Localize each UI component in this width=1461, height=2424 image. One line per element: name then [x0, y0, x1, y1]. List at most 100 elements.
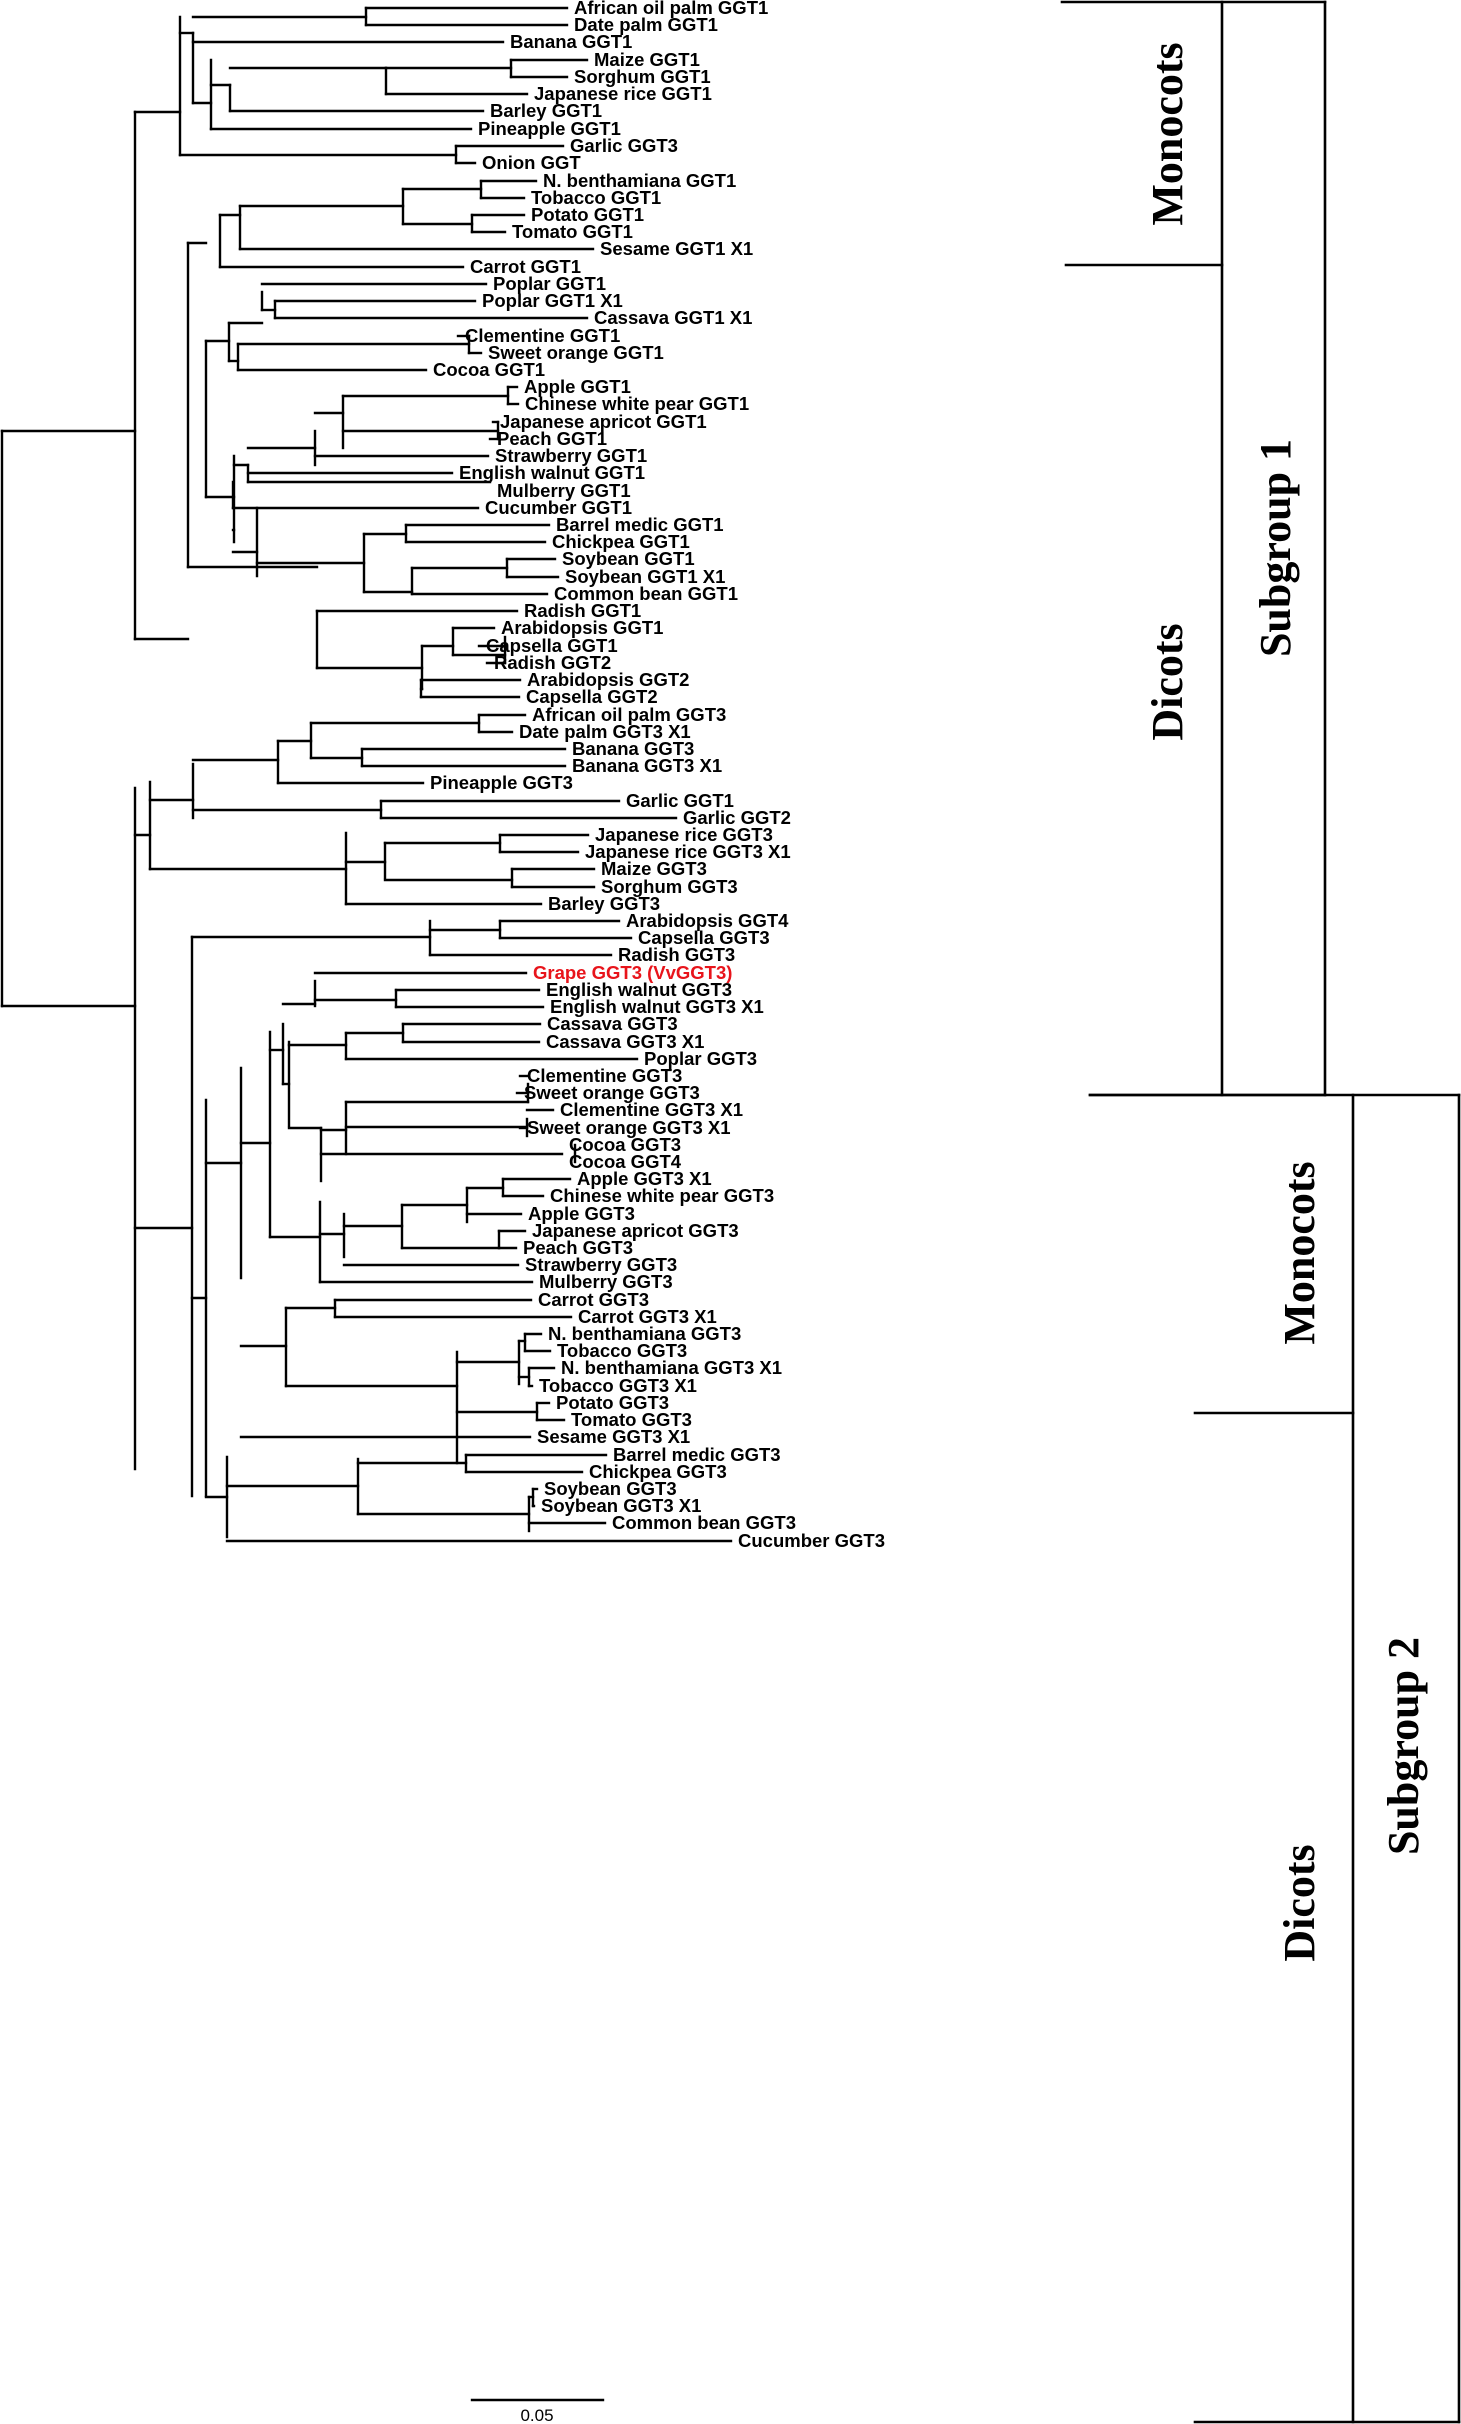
- leaf-label: Chickpea GGT3: [589, 1461, 727, 1482]
- leaf-label: Carrot GGT3: [538, 1289, 649, 1310]
- leaf-label: Clementine GGT3 X1: [560, 1099, 743, 1120]
- leaf-label: Capsella GGT3: [638, 927, 770, 948]
- sub1-dicots-label: Dicots: [1143, 623, 1192, 740]
- leaf-label: Maize GGT3: [601, 858, 707, 879]
- leaf-label: N. benthamiana GGT3: [548, 1323, 741, 1344]
- leaf-label: Garlic GGT2: [683, 807, 791, 828]
- subgroup2-label: Subgroup 2: [1379, 1637, 1428, 1855]
- leaf-label: Date palm GGT1: [574, 14, 718, 35]
- leaf-label: Soybean GGT1 X1: [565, 566, 725, 587]
- leaf-label: Tobacco GGT3 X1: [539, 1375, 697, 1396]
- leaf-label: Chickpea GGT1: [552, 531, 690, 552]
- leaf-label: Pineapple GGT1: [478, 118, 621, 139]
- leaf-label: Arabidopsis GGT2: [527, 669, 689, 690]
- leaf-label: Cucumber GGT1: [485, 497, 632, 518]
- leaf-label: Mulberry GGT3: [539, 1271, 673, 1292]
- leaf-label: Banana GGT3: [572, 738, 694, 759]
- leaf-label: Sweet orange GGT3: [524, 1082, 700, 1103]
- leaf-label: Pineapple GGT3: [430, 772, 573, 793]
- leaf-label: Poplar GGT3: [644, 1048, 757, 1069]
- leaf-label: Tomato GGT3: [571, 1409, 692, 1430]
- scale-bar: 0.05: [470, 2398, 605, 2424]
- leaf-label: Peach GGT3: [523, 1237, 633, 1258]
- leaf-label: Arabidopsis GGT1: [501, 617, 663, 638]
- scale-bar-label: 0.05: [520, 2406, 553, 2424]
- leaf-label: Cucumber GGT3: [738, 1530, 885, 1551]
- leaf-label: Poplar GGT1: [493, 273, 606, 294]
- leaf-label: Apple GGT1: [524, 376, 631, 397]
- leaf-label: Soybean GGT1: [562, 548, 695, 569]
- leaf-label: Apple GGT3 X1: [577, 1168, 712, 1189]
- leaf-label: Sweet orange GGT1: [488, 342, 664, 363]
- leaf-label: Tobacco GGT3: [557, 1340, 687, 1361]
- leaf-label: Radish GGT1: [524, 600, 641, 621]
- leaf-label: Carrot GGT1: [470, 256, 581, 277]
- leaf-label: Capsella GGT1: [486, 635, 618, 656]
- leaf-label: Barley GGT1: [490, 100, 602, 121]
- leaf-label: Soybean GGT3 X1: [541, 1495, 701, 1516]
- leaf-label: Maize GGT1: [594, 49, 700, 70]
- leaf-label: N. benthamiana GGT3 X1: [561, 1357, 782, 1378]
- leaf-label: Japanese rice GGT3: [595, 824, 773, 845]
- leaf-label: Barrel medic GGT1: [556, 514, 724, 535]
- leaf-label: Sesame GGT3 X1: [537, 1426, 690, 1447]
- leaf-label: Sweet orange GGT3 X1: [527, 1117, 731, 1138]
- group-labels: Monocots Dicots Subgroup 1 Monocots Dico…: [1143, 42, 1428, 1961]
- leaf-label: Soybean GGT3: [544, 1478, 677, 1499]
- leaf-label: Potato GGT3: [556, 1392, 669, 1413]
- leaf-label: Garlic GGT1: [626, 790, 734, 811]
- leaf-label: Japanese apricot GGT3: [532, 1220, 739, 1241]
- subgroup1-label: Subgroup 1: [1251, 439, 1300, 657]
- leaf-label: Common bean GGT3: [612, 1512, 796, 1533]
- leaf-label: Sesame GGT1 X1: [600, 238, 753, 259]
- leaf-label: N. benthamiana GGT1: [543, 170, 736, 191]
- leaf-label: Peach GGT1: [497, 428, 607, 449]
- leaf-label: Carrot GGT3 X1: [578, 1306, 717, 1327]
- leaf-label: Cocoa GGT1: [433, 359, 545, 380]
- leaf-label: Capsella GGT2: [526, 686, 658, 707]
- leaf-label: Tomato GGT1: [512, 221, 633, 242]
- leaf-label: Common bean GGT1: [554, 583, 738, 604]
- leaf-label: Radish GGT2: [494, 652, 611, 673]
- leaf-label: Banana GGT1: [510, 31, 632, 52]
- leaf-label: African oil palm GGT1: [574, 0, 768, 18]
- leaf-label: Cocoa GGT4: [569, 1151, 682, 1172]
- leaf-label: English walnut GGT3: [546, 979, 732, 1000]
- leaf-label: Sorghum GGT1: [574, 66, 711, 87]
- leaf-label: Cassava GGT3 X1: [546, 1031, 704, 1052]
- leaf-label: Tobacco GGT1: [531, 187, 661, 208]
- leaf-label: Date palm GGT3 X1: [519, 721, 691, 742]
- leaf-label: Chinese white pear GGT3: [550, 1185, 774, 1206]
- leaf-label: Sorghum GGT3: [601, 876, 738, 897]
- sub2-dicots-label: Dicots: [1275, 1844, 1324, 1961]
- tree-branches: [0, 6, 733, 1543]
- leaf-label: Garlic GGT3: [570, 135, 678, 156]
- leaf-label: Cassava GGT3: [547, 1013, 678, 1034]
- leaf-label: Japanese rice GGT3 X1: [585, 841, 791, 862]
- leaf-label: Cocoa GGT3: [569, 1134, 681, 1155]
- highlighted-leaf-label: Grape GGT3 (VvGGT3): [533, 962, 732, 983]
- leaf-label: English walnut GGT1: [459, 462, 645, 483]
- leaf-label: Strawberry GGT1: [495, 445, 647, 466]
- leaf-label: Potato GGT1: [531, 204, 644, 225]
- group-brackets: [1060, 0, 1461, 2424]
- leaf-label: Strawberry GGT3: [525, 1254, 677, 1275]
- leaf-label: Poplar GGT1 X1: [482, 290, 623, 311]
- leaf-label: Barrel medic GGT3: [613, 1444, 781, 1465]
- leaf-label: Banana GGT3 X1: [572, 755, 722, 776]
- leaf-label: Clementine GGT1: [465, 325, 620, 346]
- leaf-label: Chinese white pear GGT1: [525, 393, 749, 414]
- leaf-label: English walnut GGT3 X1: [550, 996, 764, 1017]
- sub2-monocots-label: Monocots: [1275, 1161, 1324, 1344]
- leaf-label: African oil palm GGT3: [532, 704, 726, 725]
- leaf-label: Mulberry GGT1: [497, 480, 631, 501]
- leaf-label: Barley GGT3: [548, 893, 660, 914]
- leaf-label: Clementine GGT3: [527, 1065, 682, 1086]
- sub1-monocots-label: Monocots: [1143, 42, 1192, 225]
- leaf-label: Japanese apricot GGT1: [500, 411, 707, 432]
- leaf-label: Onion GGT: [482, 152, 581, 173]
- leaf-label: Japanese rice GGT1: [534, 83, 712, 104]
- leaf-label: Radish GGT3: [618, 944, 735, 965]
